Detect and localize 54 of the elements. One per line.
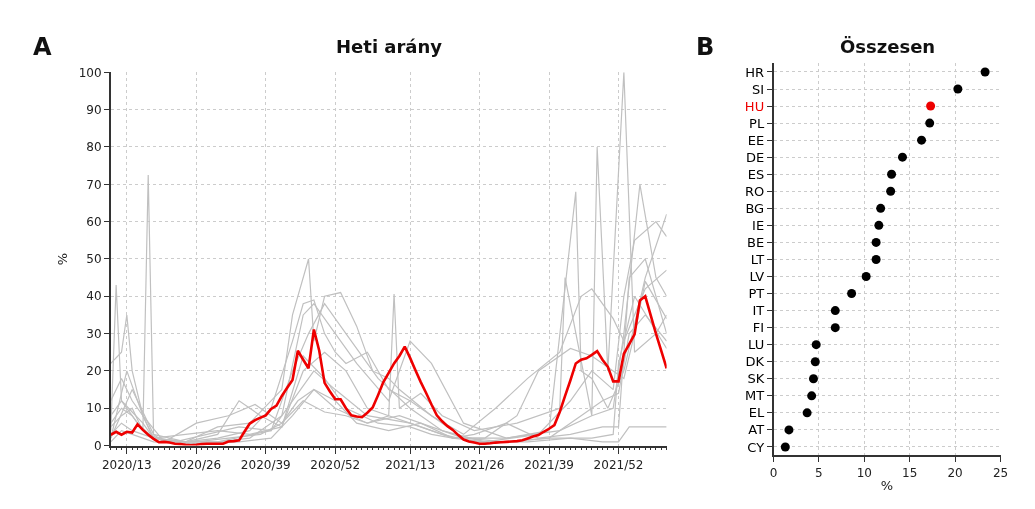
x-tick-label: 15 (902, 465, 918, 480)
y-tick-label: CY (747, 439, 765, 455)
x-tick-label: 2020/39 (240, 457, 291, 472)
chart-title: Összesen (840, 36, 936, 57)
y-tick-label: AT (748, 422, 765, 438)
x-tick-label: 10 (856, 465, 872, 480)
x-tick-label: 20 (947, 465, 963, 480)
text: A (33, 33, 52, 61)
y-tick-label: 80 (86, 140, 102, 155)
y-axis-title: % (55, 252, 71, 266)
x-tick-label: 2021/52 (593, 457, 644, 472)
x-tick-label: 2021/39 (524, 457, 574, 472)
y-tick-label: RO (744, 183, 765, 199)
y-tick-label: LV (749, 269, 765, 285)
x-tick-label: 2020/52 (310, 457, 361, 472)
x-axis-title: % (880, 477, 894, 493)
y-tick-label: HU (744, 98, 765, 114)
y-tick-label: LU (748, 337, 765, 353)
y-tick-label: BG (745, 200, 765, 216)
x-tick-label: 2021/26 (454, 457, 505, 472)
x-tick-label: 5 (815, 465, 823, 480)
y-tick-label: LT (750, 252, 765, 267)
chart-title: Heti arány (336, 36, 443, 57)
y-tick-label: PL (749, 115, 765, 131)
y-tick-label: IT (752, 303, 765, 319)
y-tick-label: DE (745, 149, 765, 165)
text: B (696, 33, 715, 61)
y-tick-label: 50 (86, 252, 102, 267)
y-tick-label: 70 (86, 177, 102, 192)
y-tick-label: PT (748, 286, 765, 302)
x-tick-label: 0 (769, 465, 778, 480)
y-tick-label: 20 (86, 364, 102, 379)
y-tick-label: ES (747, 166, 765, 182)
y-tick-label: SI (752, 81, 765, 97)
y-tick-label: 40 (86, 289, 102, 304)
y-tick-label: SK (747, 371, 765, 387)
y-tick-label: 90 (86, 102, 102, 117)
y-tick-label: HR (745, 64, 765, 80)
y-tick-label: IE (752, 217, 765, 233)
y-tick-label: 10 (86, 401, 102, 416)
y-tick-label: DK (745, 354, 765, 370)
y-tick-label: BE (747, 234, 765, 250)
x-tick-label: 2020/26 (171, 457, 222, 472)
y-tick-label: 100 (78, 65, 102, 80)
y-tick-label: 60 (86, 214, 102, 229)
x-tick-label: 25 (992, 465, 1009, 480)
x-tick-label: 2021/13 (385, 457, 436, 472)
y-tick-label: 0 (94, 438, 102, 453)
y-tick-label: FI (752, 320, 765, 336)
y-tick-label: EE (747, 132, 765, 148)
y-tick-label: 30 (86, 326, 102, 341)
x-tick-label: 2020/13 (101, 457, 152, 472)
y-tick-label: EL (748, 405, 765, 421)
y-tick-label: MT (745, 388, 765, 404)
